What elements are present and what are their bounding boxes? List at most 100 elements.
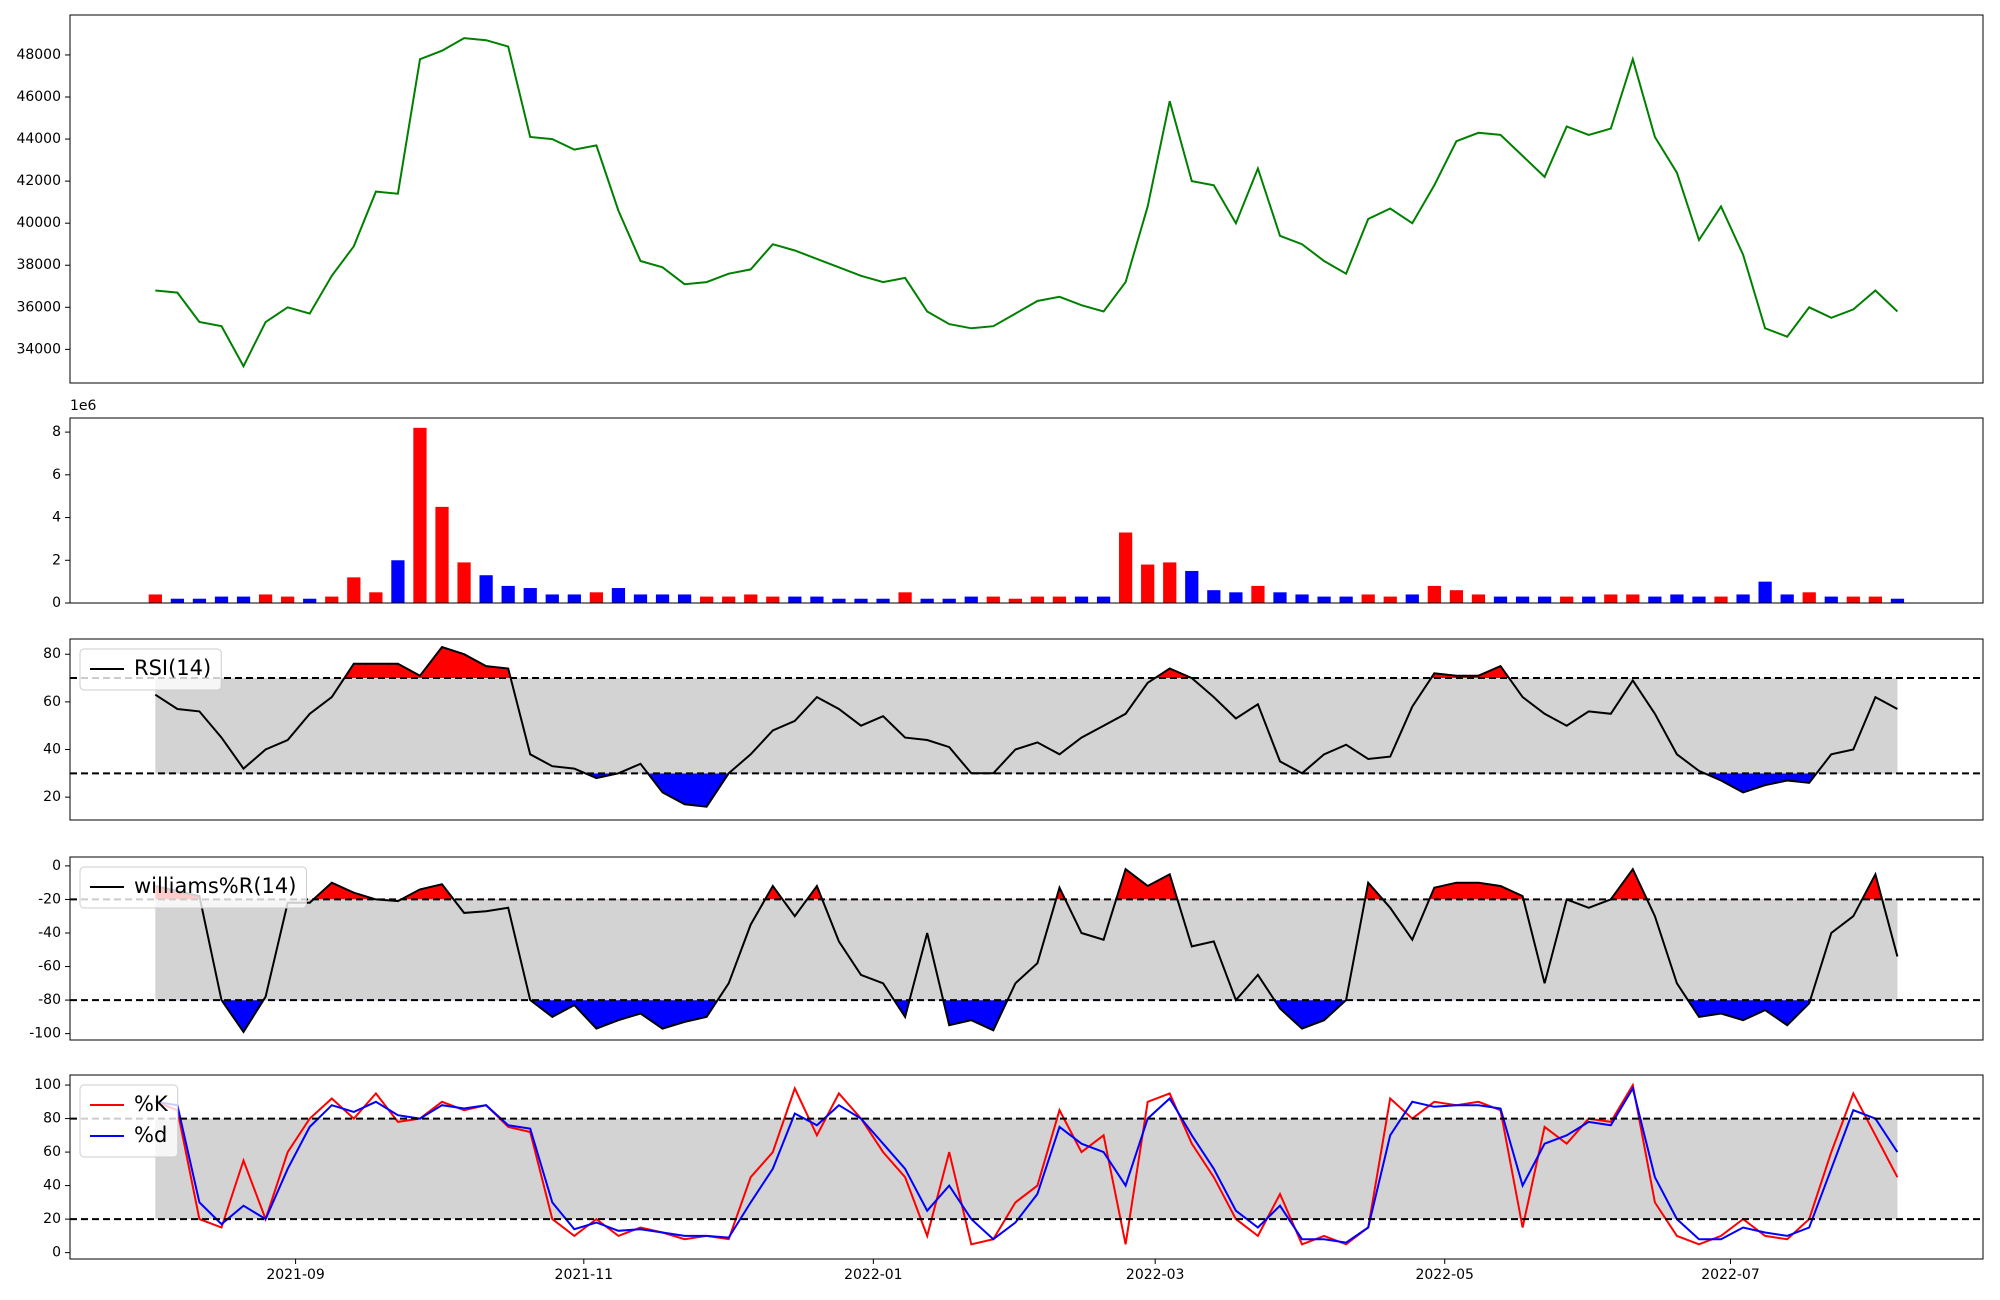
bar [501, 585, 515, 603]
series-line [155, 37, 1899, 369]
bar [479, 575, 493, 603]
legend-label: %K [134, 1092, 169, 1116]
y-tick-label: 48000 [16, 47, 61, 63]
bar [876, 598, 890, 603]
y-tick-label: 40 [43, 1178, 61, 1194]
x-tick-label: 2021-11 [555, 1267, 614, 1283]
bar [1736, 594, 1750, 603]
bar [611, 588, 626, 603]
bar [722, 596, 736, 603]
y-tick-label: 60 [43, 1144, 61, 1160]
x-tick-label: 2022-07 [1701, 1267, 1760, 1283]
bar [1493, 596, 1508, 603]
bar [1670, 594, 1684, 603]
bar [1251, 585, 1265, 603]
bar [1648, 596, 1662, 603]
bar [281, 596, 295, 603]
y-tick-label: 6 [52, 467, 61, 483]
bar [1890, 598, 1905, 603]
bar [170, 598, 185, 603]
y-tick-label: 2 [52, 552, 61, 568]
legend: %K %d [79, 1084, 179, 1158]
y-tick-label: 38000 [16, 257, 61, 273]
over-fill [155, 869, 1898, 900]
bar [1427, 585, 1441, 603]
legend: williams%R(14) [79, 866, 307, 909]
bar [1626, 594, 1640, 603]
bar [964, 596, 978, 603]
over-fill [344, 647, 1510, 679]
bar [1604, 594, 1618, 603]
bar [854, 598, 868, 603]
legend-box [79, 866, 307, 909]
bar [1868, 596, 1883, 603]
series-line [154, 1082, 1899, 1246]
bar [325, 596, 339, 603]
bar [567, 594, 581, 603]
bar [1515, 596, 1530, 603]
offset-label: 1e6 [70, 398, 97, 414]
bar [214, 596, 229, 603]
series-line [155, 867, 1899, 1034]
series-line [154, 645, 1898, 808]
bar [545, 594, 559, 603]
y-tick-label: -60 [38, 959, 61, 975]
y-tick-label: 36000 [16, 299, 61, 315]
plot-area [154, 1082, 1899, 1246]
plot-area [155, 37, 1899, 369]
bar [1141, 564, 1155, 603]
bar [589, 592, 603, 603]
bar [1449, 590, 1464, 603]
bar [369, 592, 383, 603]
bar [523, 588, 537, 603]
bar [1119, 532, 1133, 603]
legend-label: RSI(14) [134, 656, 211, 680]
y-tick-label: 0 [52, 1245, 61, 1261]
bar [1537, 596, 1552, 603]
under-fill [155, 1000, 1898, 1032]
legend-box [79, 648, 222, 691]
legend: RSI(14) [79, 648, 222, 691]
x-tick-label: 2022-01 [844, 1267, 903, 1283]
bar [1824, 596, 1838, 603]
x-tick-label: 2022-05 [1415, 1267, 1474, 1283]
y-tick-label: -40 [38, 925, 61, 941]
y-tick-label: -20 [38, 891, 61, 907]
bar [1780, 594, 1794, 603]
bar [1008, 598, 1022, 603]
bar [1692, 596, 1706, 603]
bar [1317, 596, 1331, 603]
bar [1030, 596, 1045, 603]
bar [1582, 596, 1596, 603]
bar [766, 596, 780, 603]
y-tick-label: 8 [52, 424, 61, 440]
y-tick-label: 100 [34, 1077, 61, 1093]
y-tick-label: 44000 [16, 131, 61, 147]
y-tick-label: 20 [43, 1211, 61, 1227]
y-tick-label: 40000 [16, 215, 61, 231]
bar [986, 596, 1000, 603]
plot-area [154, 645, 1898, 808]
y-tick-label: -100 [29, 1026, 61, 1042]
bar [258, 594, 273, 603]
bar [655, 594, 670, 603]
y-tick-label: 80 [43, 1111, 61, 1127]
y-tick-label: 0 [52, 595, 61, 611]
bar [788, 596, 802, 603]
bar [1758, 581, 1772, 603]
bar [1273, 592, 1287, 603]
bar [920, 598, 934, 603]
bar [303, 598, 317, 603]
bar [700, 596, 714, 603]
bar [192, 598, 207, 603]
y-tick-label: 46000 [16, 89, 61, 105]
x-tick-label: 2022-03 [1126, 1267, 1185, 1283]
bar [1714, 596, 1728, 603]
y-tick-label: 34000 [16, 341, 61, 357]
y-tick-label: -80 [38, 992, 61, 1008]
bar [677, 594, 692, 603]
series-line [155, 1085, 1899, 1244]
bar [1339, 596, 1353, 603]
bar [413, 427, 427, 603]
